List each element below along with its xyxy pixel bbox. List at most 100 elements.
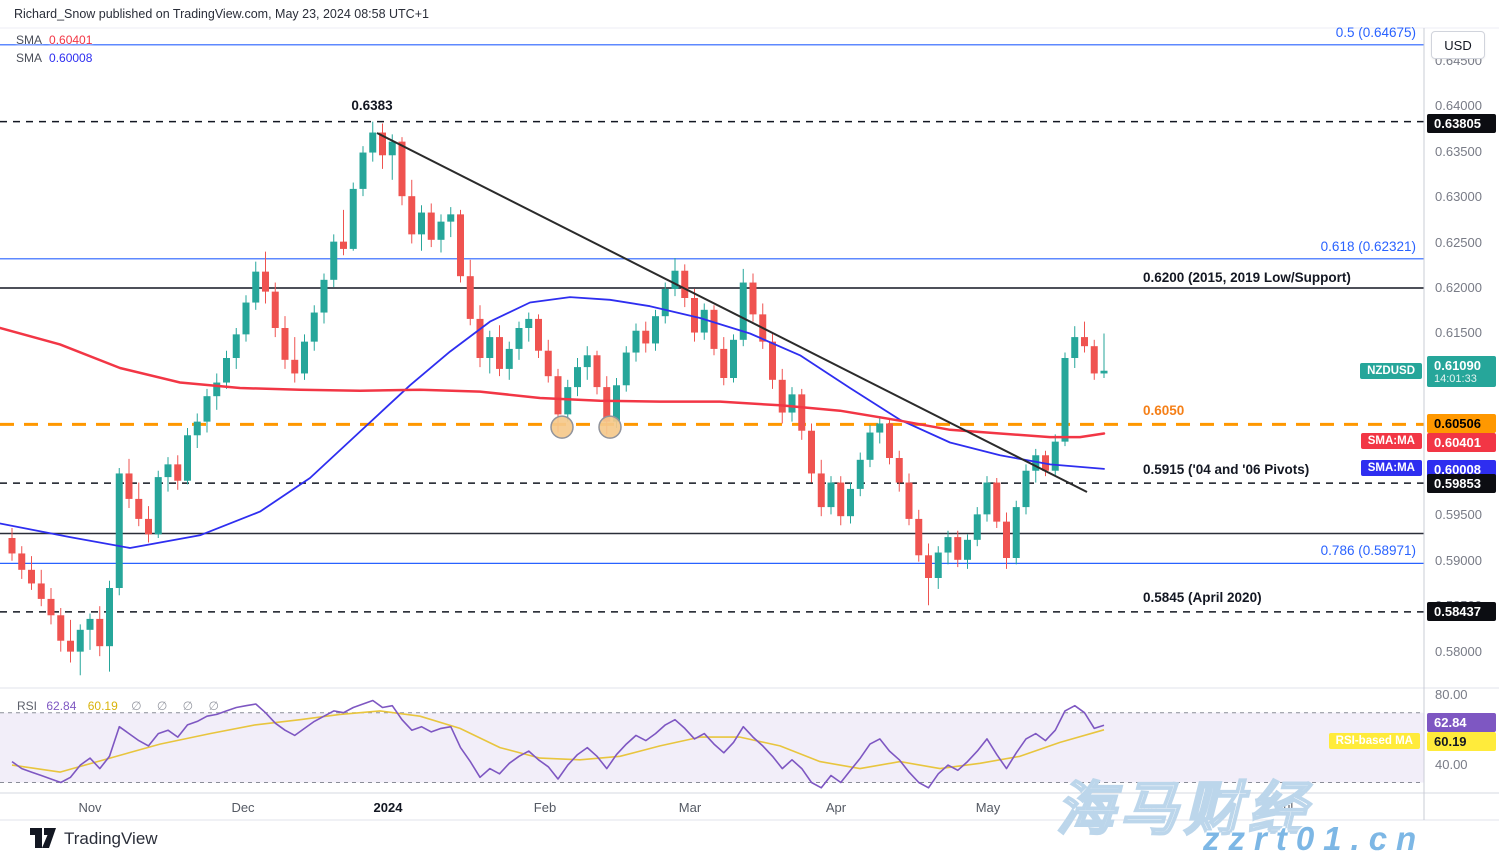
candle-body <box>223 358 230 383</box>
candle-body <box>96 618 104 647</box>
candle-body <box>925 555 932 578</box>
candle-body <box>330 241 338 280</box>
watermark-url: zzrt01.cn <box>1203 820 1426 857</box>
candle-body <box>67 640 74 652</box>
candle-body <box>964 539 971 560</box>
candle-body <box>710 309 718 349</box>
candle-body <box>18 553 26 570</box>
candle-body <box>749 282 757 315</box>
candle-body <box>154 477 162 535</box>
candle-body <box>613 385 620 422</box>
sma-legend-1: SMA 0.60401 <box>16 33 92 47</box>
candle-body <box>1090 346 1098 374</box>
candle-body <box>379 132 386 156</box>
candle-body <box>934 552 942 578</box>
candle-body <box>671 270 679 289</box>
candle-body <box>252 271 260 303</box>
highlight-circle[interactable] <box>550 415 574 439</box>
candle-body <box>359 152 367 189</box>
candle-body <box>856 459 864 489</box>
candle-body <box>8 538 16 554</box>
candle-body <box>876 423 884 433</box>
candle-body <box>213 382 221 397</box>
candle-body <box>466 276 474 319</box>
candle-body <box>174 464 182 481</box>
price-tick: 0.59500 <box>1435 507 1482 523</box>
rsi-ma-pane-label: RSI-based MA <box>1328 733 1420 749</box>
candle-body <box>535 318 542 351</box>
candle-body <box>652 316 659 344</box>
sma2-label: SMA <box>16 51 43 65</box>
sma-blue-line[interactable] <box>0 296 1105 549</box>
time-axis-label: Apr <box>825 800 847 815</box>
sma1-value: 0.60401 <box>49 33 93 47</box>
publish-title: Richard_Snow published on TradingView.co… <box>14 7 429 21</box>
candle-body <box>827 482 835 508</box>
candle-body <box>544 350 552 377</box>
candle-body <box>135 498 143 519</box>
level-annotation: 0.5845 (April 2020) <box>1143 589 1262 605</box>
candle-body <box>203 396 211 422</box>
candle-body <box>193 421 201 436</box>
candle-body <box>817 473 825 508</box>
rsi-ma-line[interactable] <box>11 710 1105 773</box>
currency-toggle-button[interactable]: USD <box>1431 31 1485 59</box>
candle-body <box>47 598 55 616</box>
rsi-line[interactable] <box>11 699 1105 789</box>
candle-body <box>281 328 289 360</box>
candle-body <box>1071 337 1079 358</box>
candle-body <box>593 355 601 388</box>
candle-body <box>983 482 991 515</box>
candle-body <box>603 387 611 422</box>
price-tick: 0.63500 <box>1435 143 1482 159</box>
price-tick: 0.63000 <box>1435 189 1482 205</box>
candle-body <box>905 482 913 519</box>
candle-body <box>886 423 893 458</box>
candle-body <box>720 348 728 378</box>
candle-body <box>86 618 94 630</box>
candle-body <box>895 458 903 483</box>
candle-body <box>1100 370 1108 374</box>
candle-body <box>691 298 698 333</box>
candle-body <box>505 348 513 369</box>
candle-body <box>76 629 84 652</box>
candle-body <box>164 464 172 478</box>
rsi-label: RSI <box>17 699 38 713</box>
candle-body <box>808 430 815 474</box>
rsi-hidden-values: ∅ ∅ ∅ ∅ <box>131 699 225 713</box>
level-annotation: 0.786 (0.58971) <box>1320 543 1416 559</box>
level-annotation: 0.6200 (2015, 2019 Low/Support) <box>1143 270 1351 285</box>
candle-body <box>145 518 152 535</box>
level-annotation: 0.618 (0.62321) <box>1320 238 1416 254</box>
candle-body <box>788 394 796 413</box>
candle-body <box>301 341 308 374</box>
candle-body <box>944 537 952 553</box>
candle-body <box>242 302 250 335</box>
candle-body <box>1051 441 1059 471</box>
candle-body <box>496 337 503 369</box>
price-tick: 0.62500 <box>1435 234 1482 250</box>
candle-body <box>57 615 65 641</box>
candle-body <box>1081 337 1088 347</box>
axis-price-badge: 0.58437 <box>1427 602 1496 622</box>
candle-body <box>915 518 923 556</box>
candle-body <box>681 270 689 298</box>
candle-body <box>28 569 35 584</box>
highlight-circle[interactable] <box>598 415 622 439</box>
sma-pane-label: SMA:MA <box>1360 433 1422 449</box>
candle-body <box>106 588 113 647</box>
tradingview-attribution[interactable]: TradingView <box>30 828 158 849</box>
candle-body <box>1003 521 1010 558</box>
sma1-label: SMA <box>16 33 43 47</box>
descending-trendline[interactable] <box>376 132 1088 493</box>
rsi-axis-badge: 62.84 <box>1427 712 1496 732</box>
candle-body <box>973 514 981 540</box>
candle-body <box>320 279 328 313</box>
time-axis-label: Dec <box>231 800 255 815</box>
candle-body <box>554 376 562 415</box>
candle-body <box>349 188 357 249</box>
sma-red-line[interactable] <box>0 326 1106 439</box>
rsi-ma-value: 60.19 <box>87 699 118 713</box>
